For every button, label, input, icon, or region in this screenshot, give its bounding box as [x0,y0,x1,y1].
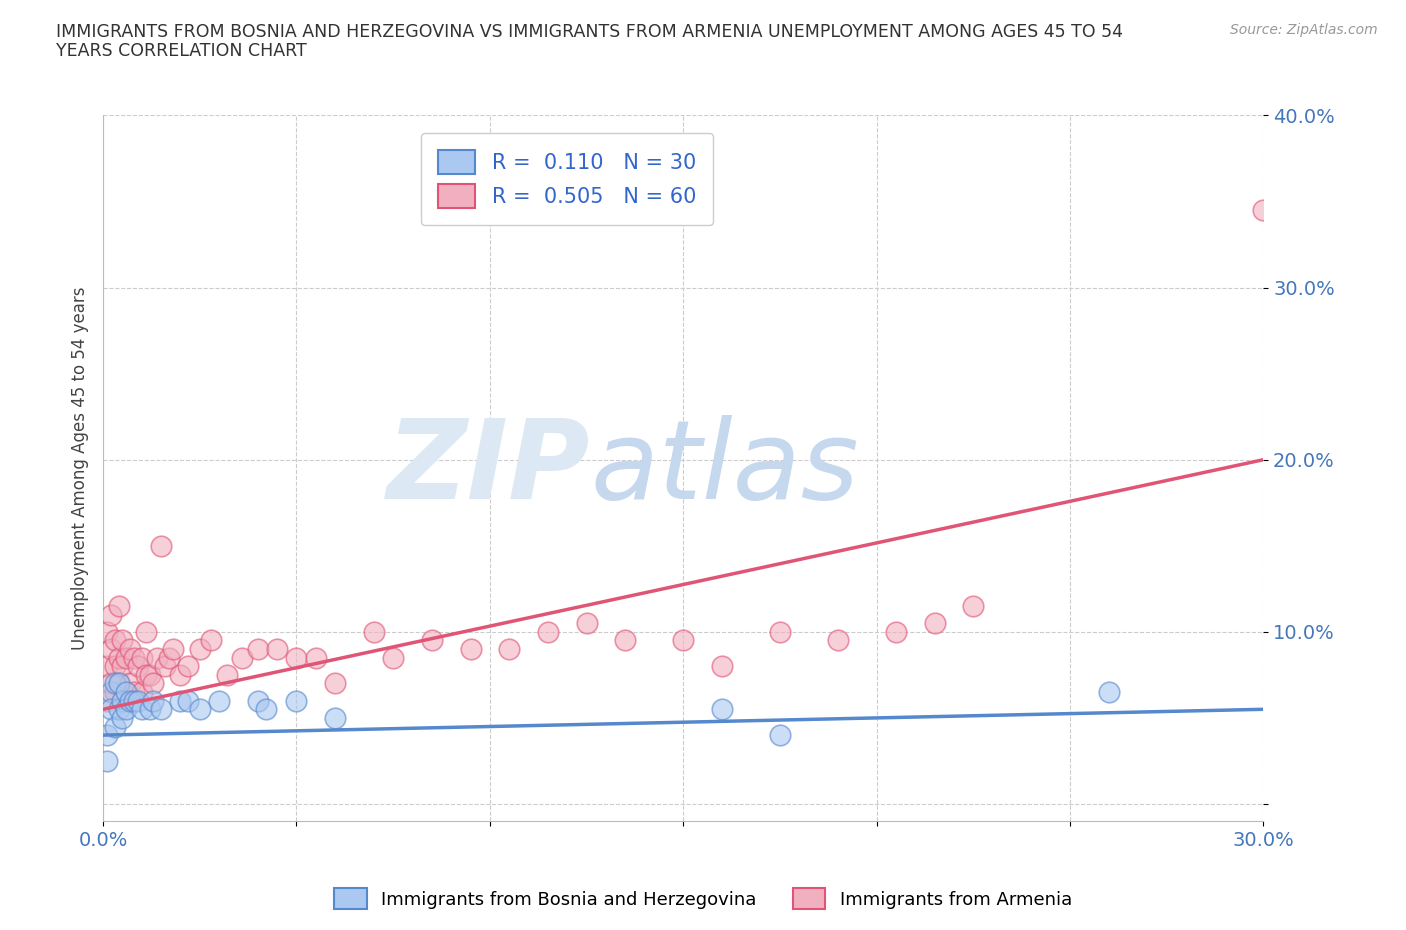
Point [146,650,169,665]
Text: atlas: atlas [591,415,859,522]
Point [177,658,200,673]
Point [200,633,222,648]
Point [96,624,118,639]
Point [135,668,157,683]
Point [460,642,482,657]
Point [111,633,134,648]
Legend: Immigrants from Bosnia and Herzegovina, Immigrants from Armenia: Immigrants from Bosnia and Herzegovina, … [328,881,1078,916]
Point [169,668,191,683]
Point [100,642,122,657]
Point [215,668,238,683]
Point [150,538,173,553]
Point [285,693,308,708]
Point [107,650,129,665]
Point [323,711,346,725]
Point [188,702,211,717]
Point [382,650,405,665]
Point [884,624,907,639]
Point [131,650,153,665]
Point [100,684,122,699]
Point [100,676,122,691]
Point [575,616,598,631]
Point [672,633,695,648]
Point [153,658,176,673]
Text: ZIP: ZIP [387,415,591,522]
Point [246,642,269,657]
Point [107,702,129,717]
Point [827,633,849,648]
Point [231,650,253,665]
Point [131,684,153,699]
Point [157,650,180,665]
Point [104,658,127,673]
Point [96,727,118,742]
Point [96,693,118,708]
Point [107,676,129,691]
Point [363,624,385,639]
Point [138,668,160,683]
Point [104,684,127,699]
Point [122,693,145,708]
Text: IMMIGRANTS FROM BOSNIA AND HERZEGOVINA VS IMMIGRANTS FROM ARMENIA UNEMPLOYMENT A: IMMIGRANTS FROM BOSNIA AND HERZEGOVINA V… [56,23,1123,41]
Point [115,684,138,699]
Point [104,676,127,691]
Point [188,642,211,657]
Point [122,650,145,665]
Point [115,684,138,699]
Point [150,702,173,717]
Point [769,624,792,639]
Point [120,642,142,657]
Point [142,676,165,691]
Point [111,693,134,708]
Point [537,624,560,639]
Point [115,702,138,717]
Point [120,676,142,691]
Point [127,693,149,708]
Point [169,693,191,708]
Point [769,727,792,742]
Point [138,702,160,717]
Point [120,693,142,708]
Point [420,633,443,648]
Point [1097,684,1119,699]
Point [111,711,134,725]
Point [111,693,134,708]
Point [127,658,149,673]
Point [246,693,269,708]
Text: YEARS CORRELATION CHART: YEARS CORRELATION CHART [56,42,307,60]
Point [177,693,200,708]
Point [710,658,733,673]
Point [266,642,288,657]
Point [614,633,637,648]
Point [104,633,127,648]
Point [104,719,127,734]
Point [96,753,118,768]
Point [962,599,984,614]
Point [122,684,145,699]
Point [135,624,157,639]
Point [100,607,122,622]
Point [710,702,733,717]
Point [115,650,138,665]
Point [1251,203,1274,218]
Y-axis label: Unemployment Among Ages 45 to 54 years: Unemployment Among Ages 45 to 54 years [72,286,89,650]
Point [142,693,165,708]
Point [254,702,277,717]
Point [131,702,153,717]
Point [100,702,122,717]
Point [498,642,520,657]
Point [96,658,118,673]
Point [162,642,184,657]
Point [323,676,346,691]
Point [305,650,328,665]
Point [924,616,946,631]
Point [107,676,129,691]
Legend: R =  0.110   N = 30, R =  0.505   N = 60: R = 0.110 N = 30, R = 0.505 N = 60 [422,133,713,225]
Point [285,650,308,665]
Point [111,658,134,673]
Point [208,693,231,708]
Point [107,599,129,614]
Text: Source: ZipAtlas.com: Source: ZipAtlas.com [1230,23,1378,37]
